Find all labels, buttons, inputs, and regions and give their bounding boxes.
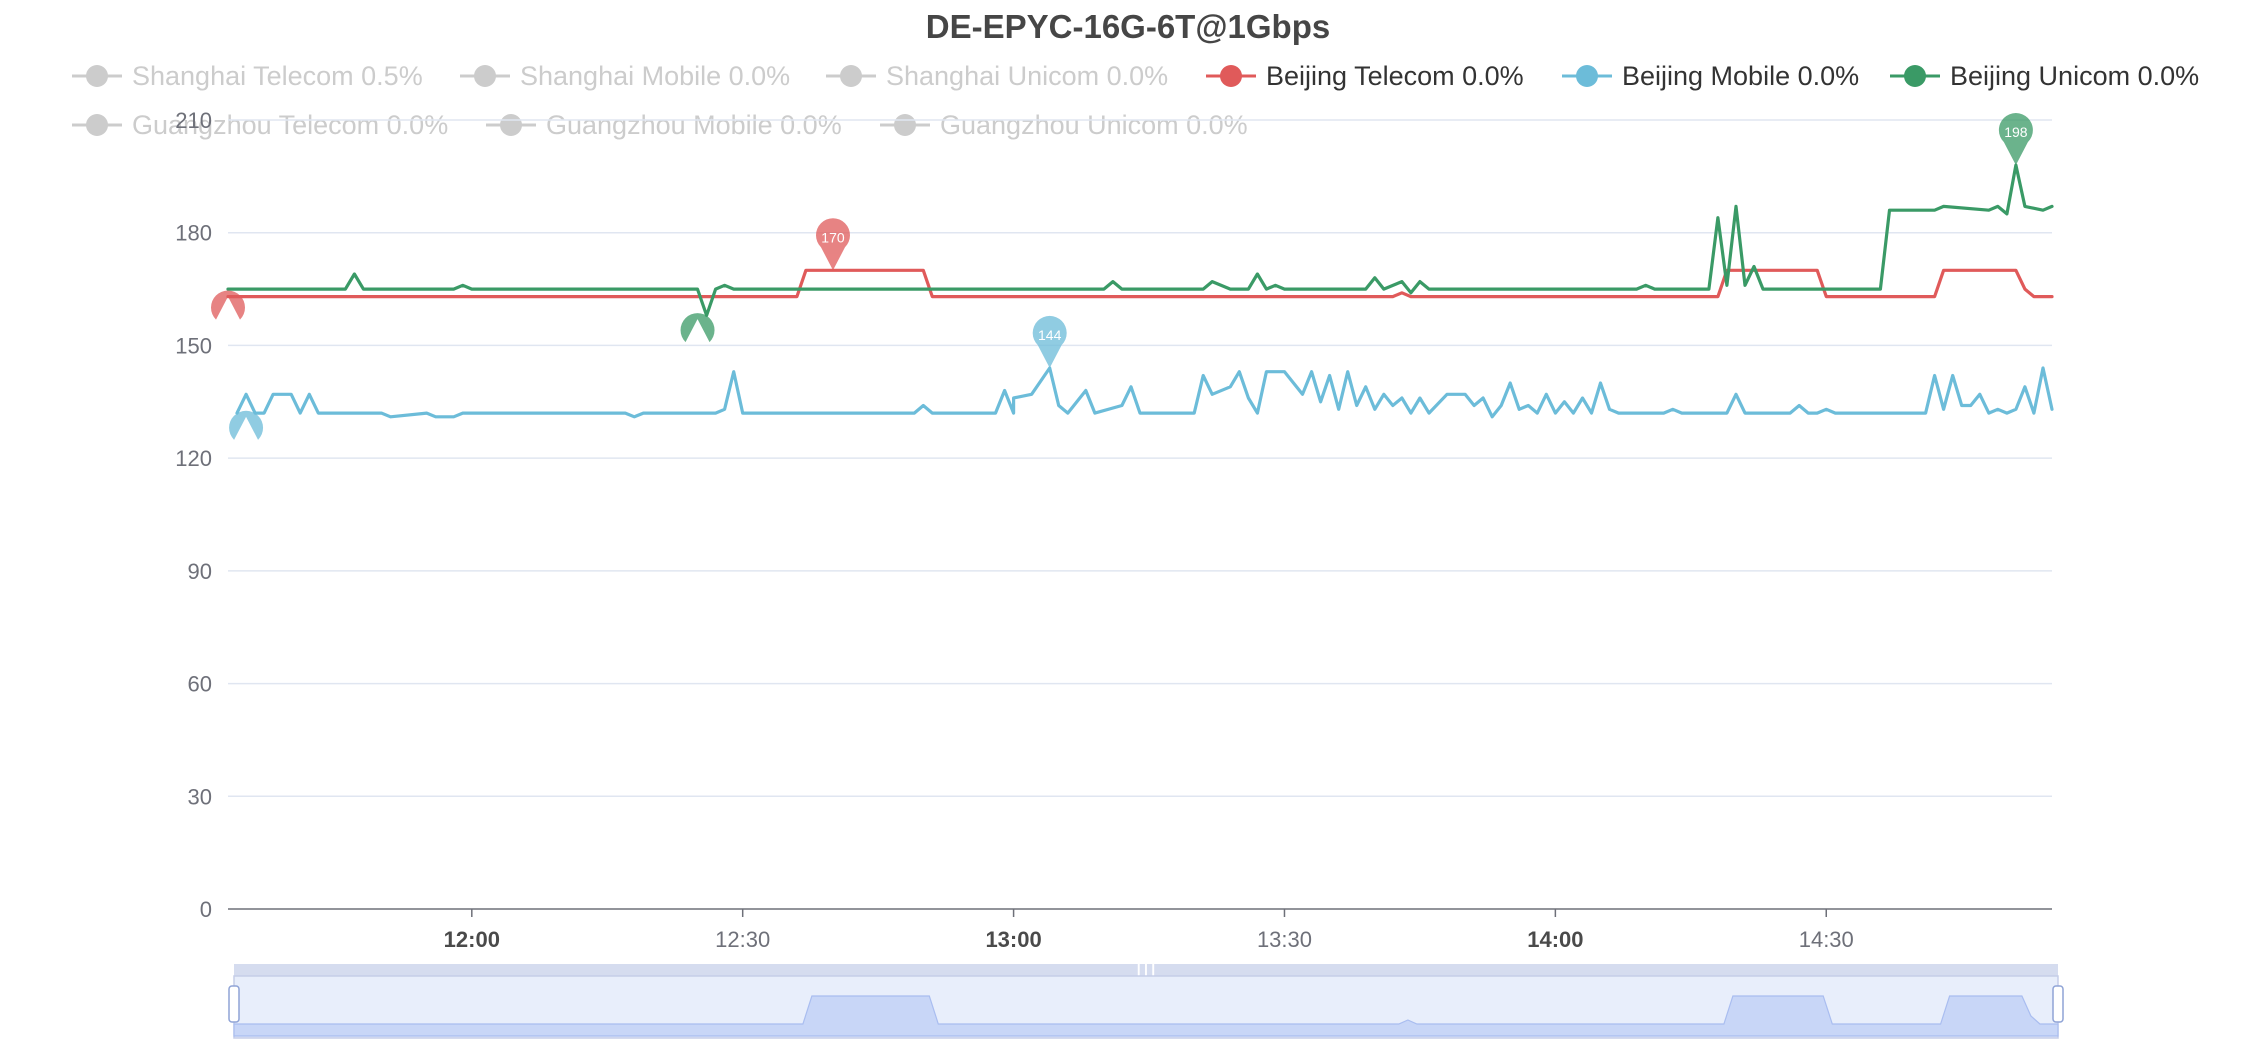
legend-dot (86, 65, 108, 87)
legend-dot (500, 114, 522, 136)
legend-label: Shanghai Unicom 0.0% (886, 61, 1168, 91)
marker-shape (1032, 315, 1067, 368)
legend-item[interactable]: Beijing Mobile 0.0% (1562, 61, 1859, 91)
legend-label: Beijing Mobile 0.0% (1622, 61, 1859, 91)
marker-shape (815, 218, 850, 271)
y-tick-label: 90 (188, 559, 212, 584)
legend-item[interactable]: Beijing Unicom 0.0% (1890, 61, 2199, 91)
legend: Shanghai Telecom 0.5% Shanghai Mobile 0.0… (72, 61, 2199, 140)
marker-shape (680, 313, 715, 343)
marker-label: 157 (686, 344, 710, 360)
legend-label: Guangzhou Mobile 0.0% (546, 110, 842, 140)
y-tick-label: 210 (175, 108, 212, 133)
x-tick-label: 14:00 (1527, 927, 1583, 952)
marker-pin-max: 144 (1032, 315, 1067, 368)
zoom-slider[interactable]: ┃┃┃ (228, 963, 2064, 1039)
x-tick-label: 12:00 (444, 927, 500, 952)
series-line-0 (226, 268, 2054, 299)
marker-pin-min: 163 (210, 290, 245, 338)
marker-pin-min: 157 (680, 313, 715, 360)
legend-label: Shanghai Telecom 0.5% (132, 61, 423, 91)
legend-dot (894, 114, 916, 136)
legend-label: Shanghai Mobile 0.0% (520, 61, 790, 91)
legend-dot (86, 114, 108, 136)
legend-label: Guangzhou Unicom 0.0% (940, 110, 1248, 140)
legend-label: Beijing Unicom 0.0% (1950, 61, 2199, 91)
legend-item[interactable]: Guangzhou Unicom 0.0% (880, 110, 1248, 140)
y-tick-label: 150 (175, 333, 212, 358)
y-axis: 0 30 60 90 120 150 180 210 (175, 108, 212, 922)
marker-shape (210, 290, 245, 320)
legend-item[interactable]: Guangzhou Telecom 0.0% (72, 110, 448, 140)
marker-label: 131 (234, 442, 258, 458)
x-tick-label: 12:30 (715, 927, 770, 952)
x-tick-label: 13:30 (1257, 927, 1312, 952)
legend-label: Guangzhou Telecom 0.0% (132, 110, 448, 140)
marker-label: 198 (2004, 124, 2028, 140)
legend-dot (474, 65, 496, 87)
marker-label: 170 (821, 229, 845, 245)
marker-shape (229, 410, 264, 440)
legend-dot (1904, 65, 1926, 87)
marker-label: 144 (1038, 327, 1062, 343)
legend-dot (1576, 65, 1598, 87)
series-line-2 (226, 163, 2054, 317)
slider-grip-icon[interactable]: ┃┃┃ (1135, 963, 1157, 978)
legend-item[interactable]: Shanghai Unicom 0.0% (826, 61, 1168, 91)
y-tick-label: 30 (188, 784, 212, 809)
slider-handle-right[interactable] (2052, 985, 2064, 1023)
x-axis: 12:00 12:30 13:00 13:30 14:00 14:30 (228, 908, 2052, 952)
grid (228, 119, 2052, 798)
legend-item[interactable]: Shanghai Mobile 0.0% (460, 61, 790, 91)
x-tick-label: 14:30 (1799, 927, 1854, 952)
series-layer (226, 163, 2054, 419)
marker-pin-max: 170 (815, 218, 850, 271)
slider-top-bar[interactable] (234, 964, 2058, 976)
slider-handle-left[interactable] (228, 985, 240, 1023)
legend-dot (1220, 65, 1242, 87)
marker-pin-max: 198 (1998, 113, 2033, 166)
legend-label: Beijing Telecom 0.0% (1266, 61, 1524, 91)
legend-item[interactable]: Guangzhou Mobile 0.0% (486, 110, 842, 140)
marker-label: 163 (216, 322, 240, 338)
y-tick-label: 120 (175, 446, 212, 471)
legend-item[interactable]: Beijing Telecom 0.0% (1206, 61, 1524, 91)
chart-title: DE-EPYC-16G-6T@1Gbps (926, 8, 1330, 45)
slider-overview (233, 995, 2059, 1037)
y-tick-label: 180 (175, 221, 212, 246)
marker-pin-min: 131 (229, 410, 264, 458)
marker-shape (1998, 113, 2033, 166)
legend-dot (840, 65, 862, 87)
marker-layer: 163 170 131 144 157 198 (210, 113, 2033, 458)
x-tick-label: 13:00 (985, 927, 1041, 952)
y-tick-label: 60 (188, 672, 212, 697)
legend-item[interactable]: Shanghai Telecom 0.5% (72, 61, 423, 91)
y-tick-label: 0 (200, 897, 212, 922)
series-line-1 (235, 366, 2054, 419)
